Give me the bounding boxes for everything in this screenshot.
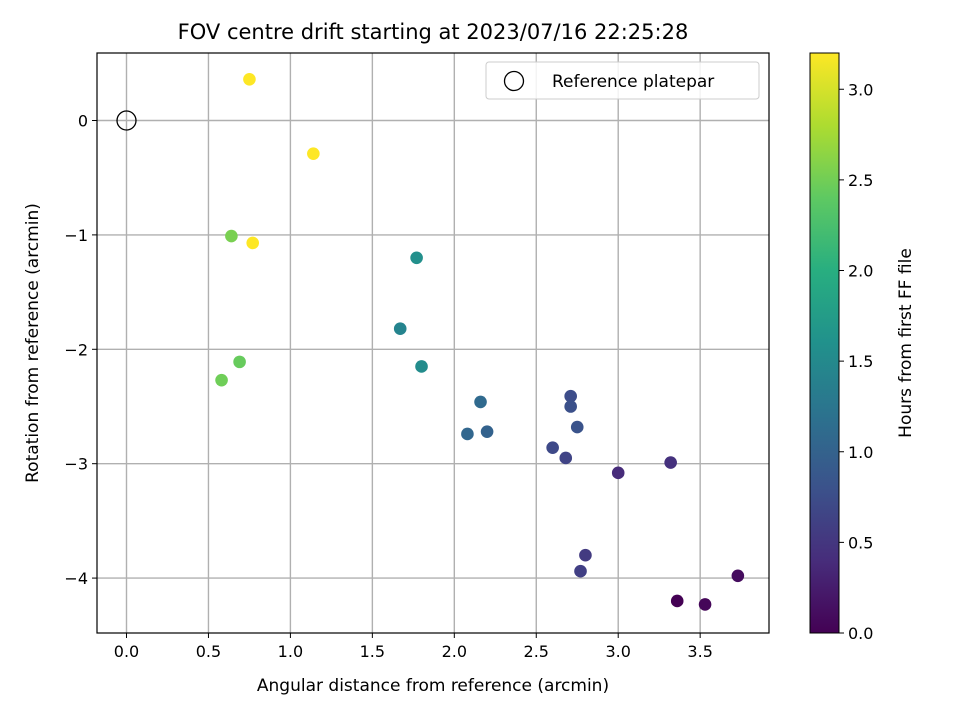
data-point	[698, 598, 712, 611]
data-point	[474, 395, 487, 409]
y-tick-label: −1	[64, 226, 88, 245]
x-tick-label: 2.0	[442, 642, 467, 661]
data-point	[480, 425, 494, 438]
data-point	[564, 389, 577, 403]
scatter-points	[116, 73, 745, 611]
data-point	[246, 236, 260, 250]
colorbar-tick-label: 2.0	[848, 262, 873, 281]
data-point	[415, 360, 428, 373]
data-point	[611, 466, 625, 480]
data-point	[731, 569, 745, 583]
data-point	[546, 441, 559, 454]
colorbar-tick-label: 1.0	[848, 443, 873, 462]
x-tick-label: 2.5	[524, 642, 549, 661]
data-point	[225, 229, 238, 243]
colorbar-tick-label: 3.0	[848, 80, 873, 99]
data-point	[564, 400, 577, 413]
data-point	[410, 251, 423, 265]
data-point	[574, 564, 587, 578]
colorbar-tick-label: 2.5	[848, 171, 873, 190]
data-point	[461, 427, 474, 441]
colorbar-tick-label: 1.5	[848, 352, 873, 371]
plot-frame	[96, 52, 770, 634]
y-tick-label: −3	[64, 455, 88, 474]
colorbar-tick-label: 0.0	[848, 624, 873, 643]
data-point	[307, 147, 320, 160]
colorbar-label: Hours from first FF file	[896, 248, 916, 438]
data-point	[570, 420, 584, 434]
x-tick-label: 1.0	[278, 642, 303, 661]
colorbar: 0.0 0.5 1.0 1.5 2.0 2.5 3.0 Hours from first F…	[809, 52, 916, 643]
y-tick-label: 0	[78, 111, 88, 130]
data-point	[664, 456, 677, 469]
colorbar-gradient	[809, 52, 840, 634]
data-point	[393, 322, 407, 336]
reference-platepar-point	[116, 110, 137, 131]
x-tick-label: 3.5	[687, 642, 712, 661]
legend: Reference platepar	[485, 61, 760, 100]
x-axis-ticks: 0.0 0.5 1.0 1.5 2.0 2.5 3.0 3.5	[114, 633, 713, 661]
x-axis-label: Angular distance from reference (arcmin)	[257, 676, 609, 696]
chart-title: FOV centre drift starting at 2023/07/16 …	[178, 20, 689, 44]
data-point	[579, 548, 592, 562]
x-tick-label: 3.0	[605, 642, 630, 661]
colorbar-tick-label: 0.5	[848, 533, 873, 552]
data-point	[215, 373, 228, 387]
x-tick-label: 0.5	[196, 642, 221, 661]
legend-entry-label: Reference platepar	[552, 72, 714, 92]
data-point	[243, 73, 256, 86]
data-point	[233, 355, 246, 369]
y-axis-ticks: 0 −1 −2 −3 −4	[64, 111, 97, 588]
grid-lines	[97, 53, 769, 633]
x-tick-label: 1.5	[360, 642, 385, 661]
legend-box	[485, 61, 760, 100]
x-tick-label: 0.0	[114, 642, 139, 661]
y-axis-label: Rotation from reference (arcmin)	[23, 203, 43, 483]
data-point	[670, 594, 684, 608]
data-point	[559, 451, 573, 465]
legend-marker-icon	[503, 70, 525, 92]
colorbar-ticks: 0.0 0.5 1.0 1.5 2.0 2.5 3.0	[839, 80, 873, 643]
y-tick-label: −4	[64, 569, 88, 588]
y-tick-label: −2	[64, 340, 88, 359]
